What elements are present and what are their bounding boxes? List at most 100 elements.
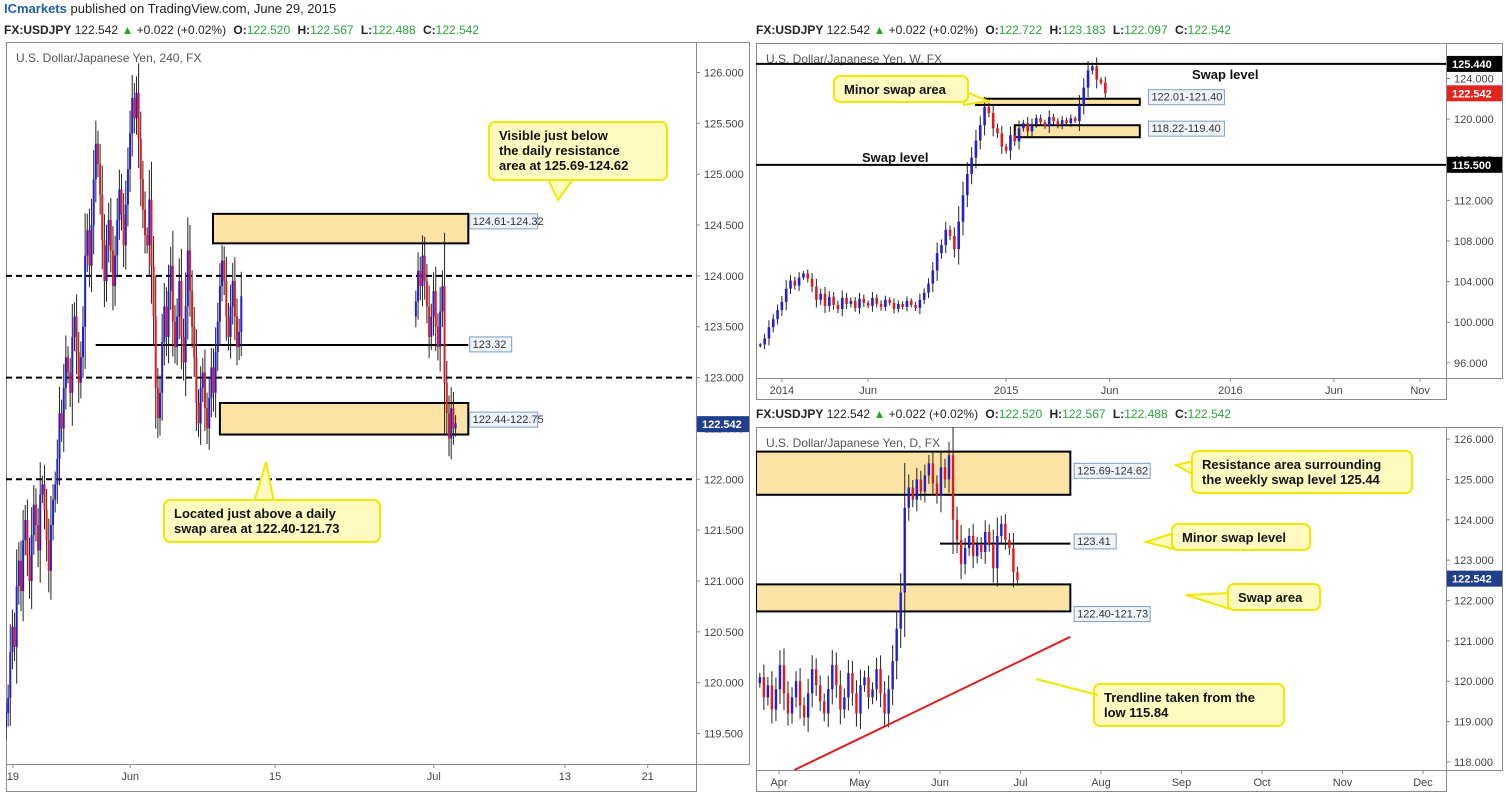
h4-candle	[45, 509, 48, 541]
weekly-chart[interactable]: U.S. Dollar/Japanese Yen, W, FX 96.000 100…	[756, 43, 1506, 400]
daily-candle	[963, 548, 967, 565]
daily-candle	[992, 544, 995, 569]
h4-candle	[22, 540, 25, 592]
h4-title: U.S. Dollar/Japanese Yen, 240, FX	[16, 51, 201, 65]
h4-candle	[26, 519, 29, 556]
h4-chart[interactable]: U.S. Dollar/Japanese Yen, 240, FX 119.500…	[6, 42, 750, 792]
weekly-candle	[1043, 122, 1047, 127]
h4-candle	[58, 413, 61, 459]
h4-candle	[60, 413, 63, 429]
daily-callout-1-bubble	[1171, 523, 1311, 551]
daily-candle	[984, 531, 987, 553]
weekly-candle	[970, 157, 973, 174]
h4-candle	[203, 372, 206, 409]
weekly-x-tick-label: 2016	[1218, 385, 1242, 397]
h4-candle	[144, 209, 147, 236]
h4-candle	[139, 138, 142, 180]
daily-candle	[971, 535, 975, 557]
daily-candle	[859, 685, 862, 714]
h4-candle	[443, 286, 446, 383]
h4-candle	[28, 555, 31, 581]
weekly-candle	[1013, 135, 1017, 142]
h4-y-tick-label: 121.500	[704, 525, 744, 537]
h4-candle	[428, 306, 431, 337]
h4-symbol: FX:USDJPY	[4, 23, 72, 37]
weekly-candle	[789, 280, 792, 289]
weekly-candle	[1022, 123, 1025, 129]
weekly-candle	[871, 297, 874, 306]
h4-candle	[193, 326, 196, 358]
h4-candle	[199, 387, 202, 424]
weekly-candle	[1039, 118, 1042, 123]
weekly-candle	[888, 299, 891, 303]
weekly-candle	[1091, 66, 1094, 71]
weekly-candle	[1095, 66, 1098, 80]
daily-y-tick-label: 120.000	[1454, 676, 1494, 688]
weekly-candle	[1069, 118, 1073, 124]
weekly-candle	[1078, 104, 1081, 122]
weekly-last-price-tag	[1447, 85, 1502, 102]
daily-header: FX:USDJPY 122.542 ▲ +0.022 (+0.02%) O:12…	[756, 407, 1232, 421]
daily-chart[interactable]: U.S. Dollar/Japanese Yen, D, FX 118.000 11…	[756, 427, 1506, 792]
h4-candle	[227, 316, 230, 337]
h4-y-tick-label: 125.000	[704, 169, 744, 181]
h4-candle	[434, 291, 437, 327]
weekly-callout-0-bubble	[833, 75, 969, 103]
weekly-candle	[991, 113, 995, 129]
weekly-zone-label-0-box	[1147, 89, 1225, 106]
weekly-swap-level-label-1: Swap level	[862, 150, 928, 165]
h4-candle	[86, 230, 89, 256]
h4-candle	[173, 321, 176, 348]
h4-candle	[135, 92, 138, 119]
weekly-y-tick-label: 108.000	[1454, 236, 1494, 248]
daily-y-tick-label: 123.000	[1454, 555, 1494, 567]
weekly-header: FX:USDJPY 122.542 ▲ +0.022 (+0.02%) O:12…	[756, 23, 1232, 37]
daily-y-tick-label: 122.000	[1454, 596, 1494, 608]
daily-y-tick-label: 119.000	[1454, 717, 1493, 729]
daily-zone-1	[756, 583, 1072, 613]
weekly-symbol: FX:USDJPY	[756, 23, 824, 37]
h4-candle	[238, 331, 241, 348]
daily-candle	[835, 665, 838, 686]
h4-y-tick-label: 121.000	[704, 576, 744, 588]
weekly-y-tick-label: 120.000	[1454, 114, 1494, 126]
daily-candle	[770, 685, 774, 710]
h4-candle	[191, 291, 194, 327]
h4-candle	[109, 219, 112, 251]
daily-candle	[988, 531, 991, 545]
h4-zone-label-0: 124.61-124.32	[473, 216, 544, 228]
weekly-candle	[858, 298, 861, 308]
h4-candle	[212, 367, 215, 393]
h4-candle	[233, 280, 236, 317]
weekly-candle	[1060, 120, 1064, 126]
daily-candle	[943, 467, 947, 480]
weekly-x-tick-label: 2014	[770, 385, 794, 397]
h4-candle	[122, 214, 125, 246]
h4-candle	[67, 357, 70, 373]
publisher-brand[interactable]: ICmarkets	[4, 1, 67, 16]
h4-candle	[52, 499, 55, 526]
h4-candle	[13, 626, 16, 648]
h4-x-tick-label: 15	[269, 771, 281, 783]
h4-callout-1-line-1: swap area at 122.40-121.73	[174, 521, 340, 536]
h4-header: FX:USDJPY 122.542 ▲ +0.022 (+0.02%) O:12…	[4, 23, 480, 37]
daily-candle	[766, 685, 770, 698]
weekly-candle	[810, 278, 814, 287]
daily-candle	[967, 535, 971, 549]
weekly-low: 122.097	[1124, 23, 1168, 37]
h4-candle	[43, 484, 46, 510]
h4-candle	[195, 357, 198, 403]
h4-candle	[41, 484, 44, 495]
h4-candle	[56, 458, 59, 485]
h4-candle	[180, 280, 183, 337]
h4-high: 122.567	[310, 23, 354, 37]
h4-candle	[9, 652, 12, 698]
weekly-level-tag-label-1: 115.500	[1452, 160, 1491, 172]
weekly-candle	[1009, 135, 1012, 151]
h4-last-price-label: 122.542	[702, 419, 742, 431]
daily-callout-2-bubble	[1227, 583, 1321, 611]
weekly-candle	[961, 195, 965, 222]
h4-candle	[171, 265, 174, 322]
h4-candle	[114, 255, 117, 287]
h4-candle	[37, 525, 40, 551]
